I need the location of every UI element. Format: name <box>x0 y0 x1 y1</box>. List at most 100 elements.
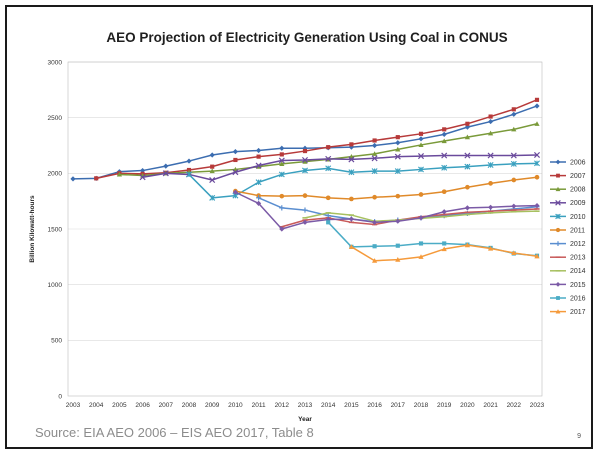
data-point <box>534 203 540 209</box>
data-point <box>186 158 192 164</box>
legend-label: 2009 <box>570 200 586 207</box>
legend-label: 2011 <box>570 227 585 234</box>
data-point <box>418 142 424 148</box>
data-point <box>534 97 540 102</box>
data-point <box>232 169 239 176</box>
source-note: Source: EIA AEO 2006 – EIS AEO 2017, Tab… <box>35 425 314 440</box>
data-point <box>209 152 215 158</box>
series-line <box>281 208 538 228</box>
y-tick-label: 2500 <box>48 115 63 122</box>
data-point <box>372 194 377 200</box>
y-tick-label: 1000 <box>48 282 63 289</box>
data-point <box>555 282 561 287</box>
data-point <box>301 156 309 163</box>
legend-label: 2006 <box>570 159 586 166</box>
data-point <box>394 168 401 175</box>
gridlines <box>68 61 542 341</box>
data-point <box>488 130 494 136</box>
data-point <box>395 243 400 248</box>
data-point <box>302 193 308 198</box>
data-point <box>465 121 470 126</box>
data-point <box>441 152 448 159</box>
x-tick-label: 2014 <box>321 402 336 409</box>
data-point <box>534 103 540 109</box>
x-tick-label: 2017 <box>391 402 406 409</box>
data-point <box>210 164 215 169</box>
data-point <box>441 138 447 144</box>
data-point <box>555 309 561 314</box>
data-point <box>302 219 308 225</box>
data-point <box>418 215 424 221</box>
series-2007 <box>94 97 540 181</box>
data-point <box>418 241 424 246</box>
data-point <box>395 257 401 262</box>
legend-label: 2008 <box>570 187 586 194</box>
data-point <box>511 111 517 117</box>
x-axis-ticks: 2003 2004 2005 2006 2007 2008 2009 2010 2011 2012… <box>66 402 545 409</box>
data-point <box>302 148 308 154</box>
data-point <box>510 152 517 159</box>
data-point <box>256 195 262 201</box>
legend-label: 2014 <box>570 268 586 275</box>
data-point <box>534 160 540 167</box>
x-tick-label: 2005 <box>112 402 127 409</box>
data-point <box>394 153 401 160</box>
legend-label: 2013 <box>570 255 586 262</box>
data-point <box>326 220 331 225</box>
data-point <box>326 145 331 150</box>
data-point <box>325 165 332 172</box>
y-axis-title: Billion Kilowatt-hours <box>29 195 36 263</box>
data-point <box>556 296 560 300</box>
data-point <box>371 155 378 162</box>
data-point <box>511 107 516 112</box>
data-point <box>555 213 561 220</box>
data-point <box>464 242 470 248</box>
data-point <box>278 157 285 164</box>
data-point <box>418 131 424 136</box>
data-point <box>302 167 308 174</box>
x-tick-label: 2019 <box>437 402 452 409</box>
x-axis-title: Year <box>298 416 312 423</box>
x-tick-label: 2008 <box>182 402 197 409</box>
data-point <box>348 144 354 150</box>
data-point <box>510 160 517 167</box>
data-point <box>186 171 192 178</box>
data-point <box>255 179 262 186</box>
data-point <box>555 241 561 246</box>
data-point <box>233 157 238 163</box>
series-2011 <box>233 174 540 202</box>
legend-item-2008: 2008 <box>550 187 586 194</box>
legend-item-2016: 2016 <box>550 295 586 302</box>
data-point <box>302 159 308 164</box>
data-point <box>163 163 169 169</box>
data-point <box>488 118 494 125</box>
x-tick-label: 2016 <box>367 402 382 409</box>
data-point <box>418 166 424 173</box>
data-point <box>349 142 354 147</box>
data-point <box>442 127 447 132</box>
data-point <box>139 174 146 181</box>
data-point <box>511 250 517 256</box>
x-tick-label: 2010 <box>228 402 243 409</box>
y-tick-label: 1500 <box>48 226 63 233</box>
data-point <box>464 205 470 211</box>
data-point <box>555 199 561 206</box>
y-tick-label: 500 <box>51 338 62 345</box>
data-point <box>372 151 378 156</box>
data-point <box>511 126 517 132</box>
legend-label: 2010 <box>570 214 586 221</box>
data-point <box>302 207 308 213</box>
x-tick-label: 2007 <box>159 402 174 409</box>
data-point <box>279 193 285 199</box>
data-point <box>465 184 470 190</box>
series-lines <box>70 97 541 263</box>
data-point <box>209 168 215 174</box>
data-point <box>372 258 378 263</box>
legend-item-2013: 2013 <box>550 255 586 262</box>
data-point <box>511 177 517 183</box>
legend-item-2010: 2010 <box>550 213 586 221</box>
series-line <box>142 154 538 181</box>
legend-item-2017: 2017 <box>550 309 586 316</box>
data-point <box>232 189 238 195</box>
data-point <box>279 226 285 232</box>
